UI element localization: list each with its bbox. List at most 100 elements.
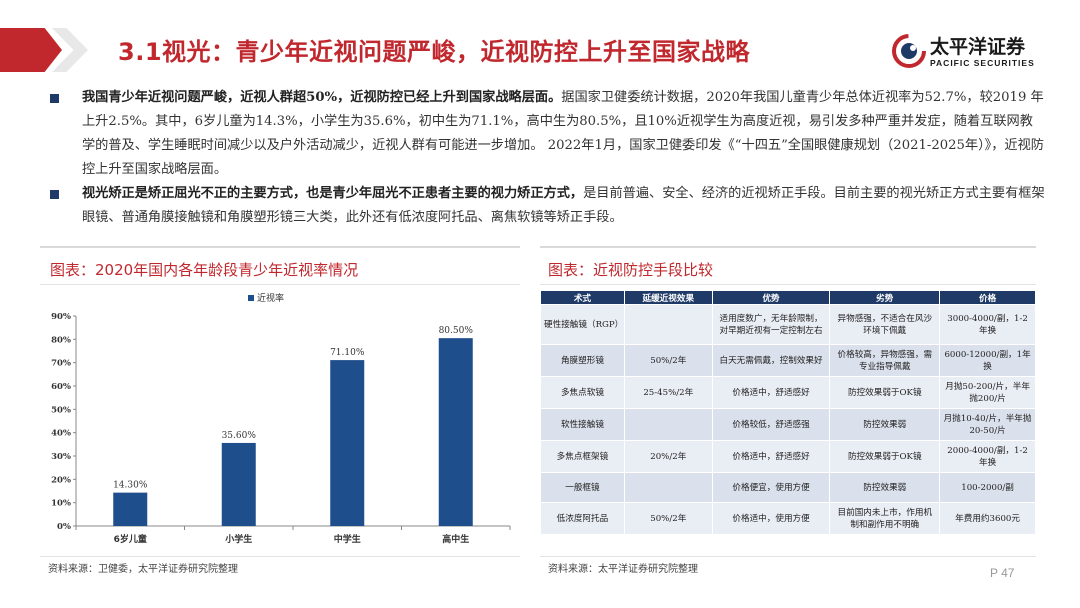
table-cell bbox=[623, 472, 713, 503]
right-source-note: 资料来源：太平洋证券研究院整理 bbox=[548, 564, 698, 575]
table-cell: 价格较低，舒适感强 bbox=[711, 408, 831, 441]
table-cell: 50%/2年 bbox=[623, 502, 713, 535]
bullet-list: 我国青少年近视问题严峻，近视人群超50%，近视防控已经上升到国家战略层面。据国家… bbox=[46, 86, 1046, 230]
y-tick-label: 80% bbox=[51, 335, 71, 345]
table-cell bbox=[623, 304, 713, 345]
table-header-cell: 优势 bbox=[711, 290, 831, 305]
table-cell: 100-2000/副 bbox=[939, 472, 1036, 503]
x-tick-label: 中学生 bbox=[334, 533, 361, 545]
table-row: 一般框镜 价格便宜，使用方便 防控效果弱 100-2000/副 bbox=[540, 472, 1036, 503]
table-cell: 月抛10-40/片，半年抛20-50/片 bbox=[939, 408, 1036, 441]
table-cell: 硬性接触镜（RGP） bbox=[540, 304, 625, 345]
table-cell: 年费用约3600元 bbox=[939, 502, 1036, 535]
table-cell: 价格较高，异物感强，需专业指导佩戴 bbox=[829, 344, 941, 377]
y-tick-label: 10% bbox=[51, 499, 71, 509]
left-source-note: 资料来源：卫健委，太平洋证券研究院整理 bbox=[48, 564, 238, 575]
y-tick-label: 50% bbox=[51, 405, 71, 415]
table-cell: 20%/2年 bbox=[623, 440, 713, 473]
table-header-cell: 价格 bbox=[939, 290, 1036, 305]
table-cell: 异物感强，不适合在风沙环境下佩戴 bbox=[829, 304, 941, 345]
logo-name-cn: 太平洋证券 bbox=[930, 36, 1026, 58]
table-cell: 6000-12000/副，1年换 bbox=[939, 344, 1036, 377]
bar-1 bbox=[113, 492, 148, 526]
y-tick-label: 70% bbox=[51, 359, 71, 369]
table-cell: 价格便宜，使用方便 bbox=[711, 472, 831, 503]
table-cell: 多焦点软镜 bbox=[540, 376, 625, 409]
table-cell: 价格适中，舒适感好 bbox=[711, 440, 831, 473]
legend-swatch bbox=[248, 295, 254, 301]
myopia-rate-bar-chart: 0% 10% 20% 30% 40% 50% 60% 70% 80% 90% 14.30% 6岁儿童 3… bbox=[51, 292, 511, 545]
table-cell: 2000-4000/副，1-2年换 bbox=[939, 440, 1036, 473]
data-label: 80.50% bbox=[439, 326, 474, 336]
y-tick-label: 20% bbox=[51, 475, 71, 485]
myopia-control-comparison-table: 术式 延缓近视效果 优势 劣势 价格 硬性接触镜（RGP） 适用度数广，无年龄限… bbox=[540, 290, 1036, 535]
table-cell: 目前国内未上市，作用机制和副作用不明确 bbox=[829, 502, 941, 535]
table-cell: 多焦点框架镜 bbox=[540, 440, 625, 473]
page-title: 3.1视光：青少年近视问题严峻，近视防控上升至国家战略 bbox=[118, 38, 751, 66]
y-tick-label: 40% bbox=[51, 429, 71, 439]
x-tick-label: 小学生 bbox=[224, 533, 252, 545]
table-cell: 角膜塑形镜 bbox=[540, 344, 625, 377]
bullet-lead: 视光矫正是矫正屈光不正的主要方式，也是青少年屈光不正患者主要的视力矫正方式， bbox=[82, 186, 584, 201]
legend-label: 近视率 bbox=[257, 292, 284, 304]
table-cell: 白天无需佩戴，控制效果好 bbox=[711, 344, 831, 377]
table-cell: 防控效果弱 bbox=[829, 472, 941, 503]
table-cell bbox=[623, 408, 713, 441]
table-cell: 价格适中，使用方便 bbox=[711, 502, 831, 535]
table-cell: 软性接触镜 bbox=[540, 408, 625, 441]
table-cell: 防控效果弱 bbox=[829, 408, 941, 441]
table-row: 多焦点软镜 25-45%/2年 价格适中，舒适感好 防控效果弱于OK镜 月抛50… bbox=[540, 376, 1036, 409]
bullet-lead: 我国青少年近视问题严峻，近视人群超50%，近视防控已经上升到国家战略层面。 bbox=[82, 90, 562, 105]
x-tick-label: 6岁儿童 bbox=[114, 533, 147, 545]
table-cell: 3000-4000/副，1-2年换 bbox=[939, 304, 1036, 345]
table-cell: 25-45%/2年 bbox=[623, 376, 713, 409]
table-cell: 一般框镜 bbox=[540, 472, 625, 503]
table-header-row: 术式 延缓近视效果 优势 劣势 价格 bbox=[540, 290, 1036, 305]
data-label: 71.10% bbox=[330, 348, 365, 358]
table-cell: 月抛50-200/片，半年抛200/片 bbox=[939, 376, 1036, 409]
table-cell: 价格适中，舒适感好 bbox=[711, 376, 831, 409]
y-tick-label: 60% bbox=[51, 382, 71, 392]
logo-name-en: PACIFIC SECURITIES bbox=[930, 58, 1035, 68]
bullet-body: 是目前普遍、安全、经济的近视矫正手段。目前主要的视光矫正方式主要有框架眼镜、普通… bbox=[82, 186, 1045, 225]
table-cell: 适用度数广，无年龄限制，对早期近视有一定控制左右 bbox=[711, 304, 831, 345]
table-cell: 50%/2年 bbox=[623, 344, 713, 377]
table-header-cell: 术式 bbox=[540, 290, 625, 305]
comparison-table-wrap: 术式 延缓近视效果 优势 劣势 价格 硬性接触镜（RGP） 适用度数广，无年龄限… bbox=[540, 290, 1036, 535]
y-tick-label: 30% bbox=[51, 452, 71, 462]
table-header-cell: 延缓近视效果 bbox=[623, 290, 713, 305]
table-row: 软性接触镜 价格较低，舒适感强 防控效果弱 月抛10-40/片，半年抛20-50… bbox=[540, 408, 1036, 441]
table-header-cell: 劣势 bbox=[829, 290, 941, 305]
table-row: 硬性接触镜（RGP） 适用度数广，无年龄限制，对早期近视有一定控制左右 异物感强… bbox=[540, 304, 1036, 345]
square-bullet-icon bbox=[50, 190, 59, 199]
pacific-securities-logo-icon bbox=[892, 34, 926, 68]
table-cell: 防控效果弱于OK镜 bbox=[829, 440, 941, 473]
y-tick-label: 90% bbox=[51, 312, 71, 322]
bullet-body: 据国家卫健委统计数据，2020年我国儿童青少年总体近视率为52.7%，较2019… bbox=[82, 90, 1044, 177]
y-tick-label: 0% bbox=[57, 522, 71, 532]
right-panel-title: 图表：近视防控手段比较 bbox=[548, 261, 714, 279]
table-cell: 低浓度阿托品 bbox=[540, 502, 625, 535]
data-label: 14.30% bbox=[113, 481, 148, 491]
bar-4 bbox=[438, 338, 473, 526]
left-panel-title: 图表：2020年国内各年龄段青少年近视率情况 bbox=[50, 261, 359, 279]
x-tick-label: 高中生 bbox=[442, 533, 469, 545]
bar-2 bbox=[221, 442, 256, 526]
table-cell: 防控效果弱于OK镜 bbox=[829, 376, 941, 409]
table-row: 低浓度阿托品 50%/2年 价格适中，使用方便 目前国内未上市，作用机制和副作用… bbox=[540, 502, 1036, 535]
data-label: 35.60% bbox=[222, 431, 257, 441]
left-panel-top-rule bbox=[40, 246, 520, 248]
right-panel-title-rule bbox=[540, 284, 1036, 285]
square-bullet-icon bbox=[50, 94, 59, 103]
brand-logo: 太平洋证券 PACIFIC SECURITIES bbox=[892, 32, 1062, 72]
title-bar: 3.1视光：青少年近视问题严峻，近视防控上升至国家战略 bbox=[0, 28, 1080, 72]
bullet-item: 我国青少年近视问题严峻，近视人群超50%，近视防控已经上升到国家战略层面。据国家… bbox=[46, 86, 1046, 182]
page-number: P 47 bbox=[990, 566, 1015, 580]
right-panel-bottom-rule bbox=[540, 556, 1036, 557]
left-panel-bottom-rule bbox=[40, 556, 520, 557]
table-row: 角膜塑形镜 50%/2年 白天无需佩戴，控制效果好 价格较高，异物感强，需专业指… bbox=[540, 344, 1036, 377]
table-row: 多焦点框架镜 20%/2年 价格适中，舒适感好 防控效果弱于OK镜 2000-4… bbox=[540, 440, 1036, 473]
left-panel-title-rule bbox=[40, 284, 520, 285]
bullet-item: 视光矫正是矫正屈光不正的主要方式，也是青少年屈光不正患者主要的视力矫正方式，是目… bbox=[46, 182, 1046, 230]
bar-3 bbox=[330, 360, 365, 526]
